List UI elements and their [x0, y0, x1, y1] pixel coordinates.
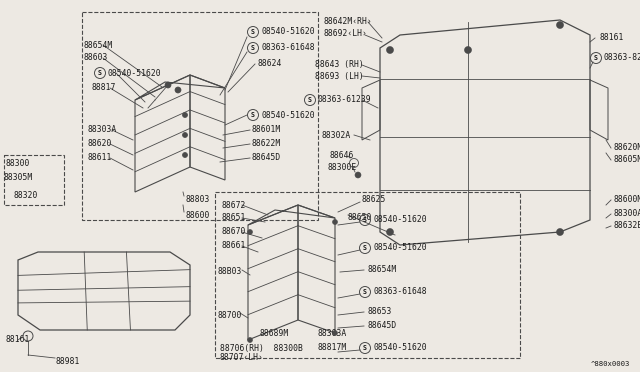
Circle shape	[355, 172, 361, 178]
Text: 88600M: 88600M	[614, 196, 640, 205]
Circle shape	[557, 22, 563, 29]
Text: 88620: 88620	[88, 140, 113, 148]
Circle shape	[182, 132, 188, 138]
Circle shape	[165, 82, 171, 88]
Circle shape	[387, 228, 394, 235]
Text: S: S	[363, 289, 367, 295]
Circle shape	[465, 46, 472, 54]
Text: 08540-51620: 08540-51620	[373, 244, 427, 253]
Text: 08363-61648: 08363-61648	[373, 288, 427, 296]
Text: 88603: 88603	[84, 54, 108, 62]
Text: 88600: 88600	[185, 211, 209, 219]
Text: 88320: 88320	[14, 192, 38, 201]
Text: 08363-61239: 08363-61239	[318, 96, 372, 105]
Circle shape	[248, 230, 253, 234]
Text: 88689M: 88689M	[260, 330, 289, 339]
Circle shape	[175, 87, 181, 93]
Text: 88654M: 88654M	[368, 266, 397, 275]
Text: S: S	[363, 217, 367, 223]
Text: S: S	[363, 245, 367, 251]
Text: 88632E: 88632E	[614, 221, 640, 231]
Text: 88161: 88161	[6, 336, 30, 344]
Text: 88625: 88625	[362, 196, 387, 205]
Text: 08540-51620: 08540-51620	[261, 28, 315, 36]
Text: 08363-82026: 08363-82026	[604, 54, 640, 62]
Text: S: S	[363, 345, 367, 351]
Text: 88817M: 88817M	[318, 343, 348, 353]
Text: 88706(RH)  88300B: 88706(RH) 88300B	[220, 343, 303, 353]
Text: 88B03: 88B03	[218, 267, 243, 276]
Text: 08540-51620: 08540-51620	[108, 68, 162, 77]
Text: S: S	[251, 29, 255, 35]
Text: 88302A: 88302A	[322, 131, 351, 140]
Text: 88620M: 88620M	[614, 144, 640, 153]
Text: S: S	[251, 45, 255, 51]
Text: 88672: 88672	[222, 201, 246, 209]
Text: 88981: 88981	[55, 357, 79, 366]
Text: 88601M: 88601M	[252, 125, 281, 135]
Circle shape	[387, 46, 394, 54]
Bar	[215, 192, 520, 358]
Circle shape	[333, 219, 337, 224]
Text: 88605M: 88605M	[614, 155, 640, 164]
Text: 88300A: 88300A	[614, 209, 640, 218]
Text: ^880x0003: ^880x0003	[591, 361, 630, 367]
Circle shape	[333, 330, 337, 336]
Text: 88693 (LH): 88693 (LH)	[315, 71, 364, 80]
Text: 88624: 88624	[258, 60, 282, 68]
Text: 08540-51620: 08540-51620	[373, 343, 427, 353]
Text: 88707‹LH›: 88707‹LH›	[220, 353, 264, 362]
Text: 88303A: 88303A	[88, 125, 117, 135]
Text: 88643 (RH): 88643 (RH)	[315, 61, 364, 70]
Text: 88161: 88161	[600, 33, 625, 42]
Text: 88303A: 88303A	[318, 330, 348, 339]
Text: S: S	[98, 70, 102, 76]
Text: 88803: 88803	[185, 196, 209, 205]
Circle shape	[557, 228, 563, 235]
Text: 88650: 88650	[348, 214, 372, 222]
Text: 88645D: 88645D	[252, 154, 281, 163]
Text: 88646: 88646	[330, 151, 355, 160]
Text: 88700: 88700	[218, 311, 243, 321]
Text: 88642M‹RH›: 88642M‹RH›	[323, 17, 372, 26]
Text: 88651: 88651	[222, 214, 246, 222]
Circle shape	[182, 112, 188, 118]
Text: 88661: 88661	[222, 241, 246, 250]
Text: 88300: 88300	[6, 158, 30, 167]
Text: 88611: 88611	[88, 154, 113, 163]
Text: 08363-61648: 08363-61648	[261, 44, 315, 52]
Text: 08540-51620: 08540-51620	[373, 215, 427, 224]
Text: 88670: 88670	[222, 228, 246, 237]
Circle shape	[182, 153, 188, 157]
Text: 08540-51620: 08540-51620	[261, 110, 315, 119]
Circle shape	[248, 337, 253, 343]
Text: 88305M: 88305M	[4, 173, 33, 183]
Text: 88653: 88653	[368, 308, 392, 317]
Text: 88692‹LH›: 88692‹LH›	[323, 29, 367, 38]
Text: 88300E: 88300E	[328, 164, 357, 173]
Text: S: S	[594, 55, 598, 61]
Text: 88817: 88817	[92, 83, 116, 93]
Text: 88622M: 88622M	[252, 140, 281, 148]
Bar	[4, 155, 64, 205]
Text: 88645D: 88645D	[368, 321, 397, 330]
Text: 88654M: 88654M	[84, 41, 113, 49]
Text: S: S	[308, 97, 312, 103]
Text: S: S	[251, 112, 255, 118]
Bar	[82, 12, 318, 220]
